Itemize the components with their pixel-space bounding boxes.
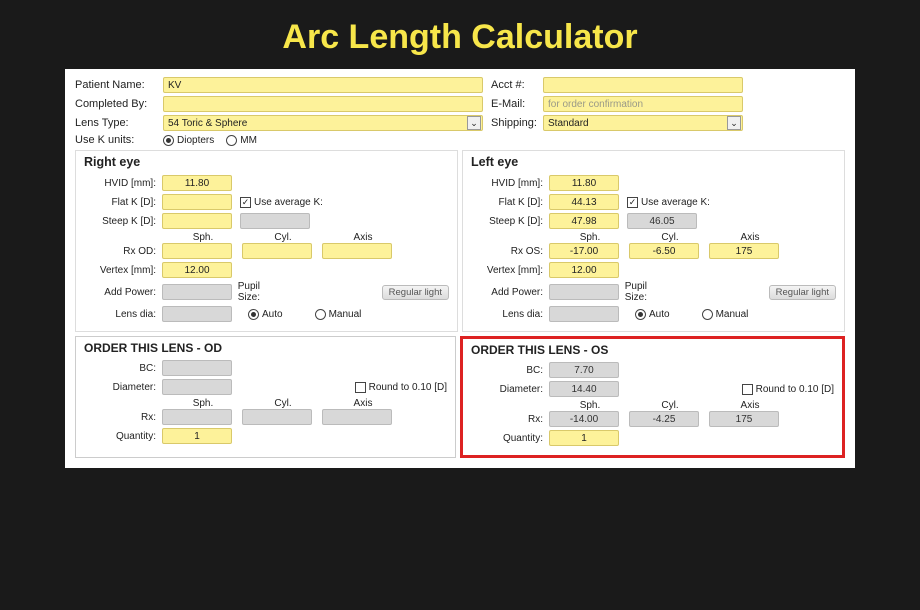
patient-name-input[interactable]: KV	[163, 77, 483, 93]
label-patient-name: Patient Name:	[75, 79, 163, 91]
order-cyl-od	[242, 409, 312, 425]
radio-auto-od[interactable]: Auto	[248, 309, 283, 320]
cyl-input-od[interactable]	[242, 243, 312, 259]
order-cyl-os: -4.25	[629, 411, 699, 427]
sph-input-od[interactable]	[162, 243, 232, 259]
radio-manual-os[interactable]: Manual	[702, 309, 749, 320]
vertex-input-os[interactable]: 12.00	[549, 262, 619, 278]
order-os-title: ORDER THIS LENS - OS	[471, 343, 834, 357]
steepk2-input-od	[240, 213, 310, 229]
label-lens-type: Lens Type:	[75, 117, 163, 129]
order-axis-od	[322, 409, 392, 425]
order-od-box: ORDER THIS LENS - OD BC: Diameter: Round…	[75, 336, 456, 458]
calculator-panel: Patient Name: KV Acct #: Completed By: E…	[65, 69, 855, 468]
chevron-down-icon[interactable]: ⌄	[727, 116, 741, 130]
label-mm: MM	[240, 135, 257, 146]
hvid-input-od[interactable]: 11.80	[162, 175, 232, 191]
sph-input-os[interactable]: -17.00	[549, 243, 619, 259]
label-hvid: HVID [mm]:	[84, 178, 162, 189]
steepk1-input-od[interactable]	[162, 213, 232, 229]
diameter-od	[162, 379, 232, 395]
radio-diopters[interactable]: Diopters	[163, 135, 214, 146]
axis-input-od[interactable]	[322, 243, 392, 259]
shipping-select[interactable]: Standard	[543, 115, 743, 131]
left-eye-title: Left eye	[471, 155, 836, 169]
bc-od	[162, 360, 232, 376]
lens-type-select[interactable]: 54 Toric & Sphere	[163, 115, 483, 131]
label-pupil-size: Pupil Size:	[232, 281, 264, 303]
add-power-input-os[interactable]	[549, 284, 619, 300]
col-axis: Axis	[328, 232, 398, 243]
col-sph: Sph.	[168, 232, 238, 243]
hvid-input-os[interactable]: 11.80	[549, 175, 619, 191]
cyl-input-os[interactable]: -6.50	[629, 243, 699, 259]
avg-k-checkbox-os[interactable]	[627, 197, 638, 208]
round-checkbox-os[interactable]	[742, 384, 753, 395]
order-sph-od	[162, 409, 232, 425]
label-add-power: Add Power:	[84, 287, 162, 298]
acct-input[interactable]	[543, 77, 743, 93]
label-completed-by: Completed By:	[75, 98, 163, 110]
label-diopters: Diopters	[177, 135, 214, 146]
label-k-units: Use K units:	[75, 134, 163, 146]
add-power-input-od[interactable]	[162, 284, 232, 300]
label-acct: Acct #:	[491, 79, 543, 91]
radio-mm[interactable]: MM	[226, 135, 257, 146]
label-shipping: Shipping:	[491, 117, 543, 129]
order-od-title: ORDER THIS LENS - OD	[84, 341, 447, 355]
round-checkbox-od[interactable]	[355, 382, 366, 393]
label-steepk: Steep K [D]:	[84, 216, 162, 227]
label-avg-k: Use average K:	[254, 197, 323, 208]
lens-dia-input-od[interactable]	[162, 306, 232, 322]
right-eye-box: Right eye HVID [mm]: 11.80 Flat K [D]: U…	[75, 150, 458, 332]
steepk1-input-os[interactable]: 47.98	[549, 213, 619, 229]
completed-by-input[interactable]	[163, 96, 483, 112]
label-rx-od: Rx OD:	[84, 246, 162, 257]
avg-k-checkbox-od[interactable]	[240, 197, 251, 208]
regular-light-button-os[interactable]: Regular light	[769, 285, 836, 300]
order-os-box: ORDER THIS LENS - OS BC:7.70 Diameter: 1…	[460, 336, 845, 458]
col-cyl: Cyl.	[248, 232, 318, 243]
regular-light-button-od[interactable]: Regular light	[382, 285, 449, 300]
label-email: E-Mail:	[491, 98, 543, 110]
diameter-os: 14.40	[549, 381, 619, 397]
right-eye-title: Right eye	[84, 155, 449, 169]
flatk-input-od[interactable]	[162, 194, 232, 210]
label-lens-dia: Lens dia:	[84, 309, 162, 320]
page-title: Arc Length Calculator	[32, 18, 888, 57]
flatk-input-os[interactable]: 44.13	[549, 194, 619, 210]
chevron-down-icon[interactable]: ⌄	[467, 116, 481, 130]
left-eye-box: Left eye HVID [mm]: 11.80 Flat K [D]: 44…	[462, 150, 845, 332]
email-input[interactable]: for order confirmation	[543, 96, 743, 112]
radio-auto-os[interactable]: Auto	[635, 309, 670, 320]
axis-input-os[interactable]: 175	[709, 243, 779, 259]
label-rx-os: Rx OS:	[471, 246, 549, 257]
lens-dia-input-os[interactable]	[549, 306, 619, 322]
bc-os: 7.70	[549, 362, 619, 378]
order-sph-os: -14.00	[549, 411, 619, 427]
qty-os[interactable]: 1	[549, 430, 619, 446]
label-flatk: Flat K [D]:	[84, 197, 162, 208]
vertex-input-od[interactable]: 12.00	[162, 262, 232, 278]
label-vertex: Vertex [mm]:	[84, 265, 162, 276]
steepk2-input-os: 46.05	[627, 213, 697, 229]
radio-manual-od[interactable]: Manual	[315, 309, 362, 320]
qty-od[interactable]: 1	[162, 428, 232, 444]
order-axis-os: 175	[709, 411, 779, 427]
